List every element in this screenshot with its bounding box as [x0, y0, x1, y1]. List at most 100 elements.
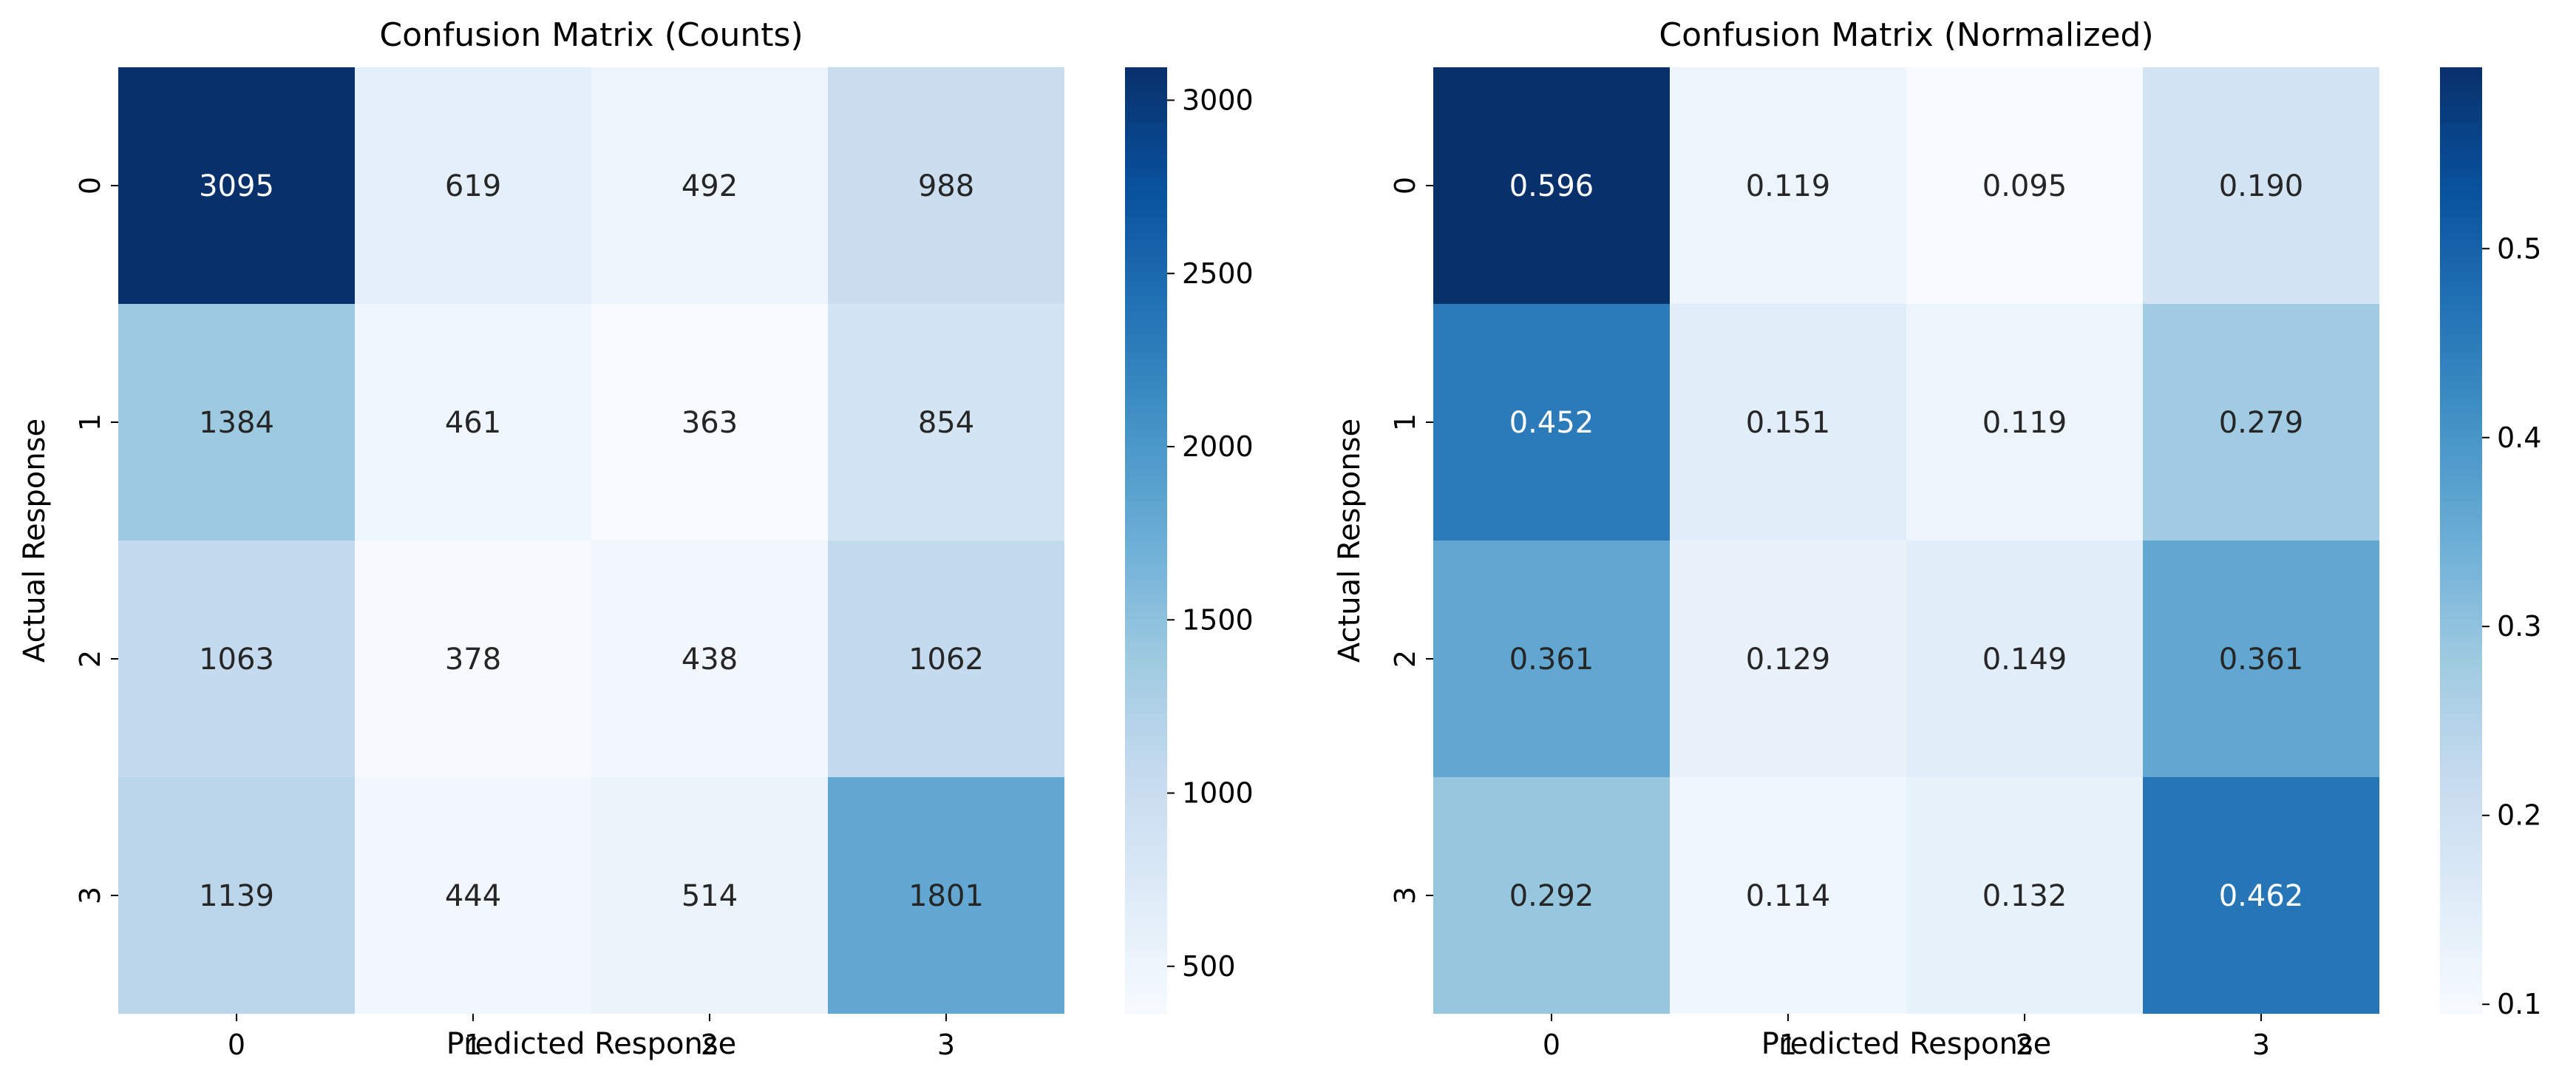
cell-value-label: 0.190 — [2219, 169, 2304, 203]
colorbar-segment — [2440, 816, 2482, 825]
colorbar-segment — [1125, 659, 1167, 668]
colorbar-segment — [2440, 745, 2482, 754]
colorbar-segment — [1125, 485, 1167, 494]
cell-value-label: 1063 — [199, 643, 274, 677]
cell-value-label: 0.596 — [1509, 169, 1594, 203]
colorbar-segment — [1125, 209, 1167, 218]
colorbar-segment — [1125, 288, 1167, 297]
colorbar-segment — [2440, 872, 2482, 881]
colorbar-segment — [1125, 115, 1167, 123]
cell-value-label: 0.151 — [1746, 406, 1831, 440]
colorbar-segment — [1125, 524, 1167, 534]
colorbar-segment — [1125, 690, 1167, 699]
colorbar-segment — [2440, 257, 2482, 265]
colorbar-segment — [1125, 422, 1167, 431]
y-tick-label: 1 — [74, 413, 106, 431]
colorbar-segment — [1125, 588, 1167, 597]
colorbar-segment — [2440, 351, 2482, 360]
counts-x-axis-label: Predicted Response — [446, 1027, 737, 1061]
normalized-heatmap-panel: Confusion Matrix (Normalized) 0.596 0.119 0… — [1333, 16, 2541, 1061]
colorbar-segment — [1125, 130, 1167, 139]
colorbar-segment — [2440, 501, 2482, 510]
colorbar-segment — [2440, 430, 2482, 439]
colorbar-segment — [2440, 130, 2482, 139]
colorbar-segment — [1125, 359, 1167, 368]
colorbar-segment — [2440, 832, 2482, 841]
colorbar-segment — [1125, 737, 1167, 747]
colorbar-segment — [2440, 879, 2482, 889]
colorbar-segment — [2440, 138, 2482, 147]
heatmap-cell — [591, 777, 828, 1014]
colorbar-segment — [1125, 682, 1167, 691]
colorbar-segment — [1125, 872, 1167, 881]
colorbar-segment — [2440, 722, 2482, 731]
colorbar-segment — [2440, 328, 2482, 336]
colorbar-segment — [2440, 106, 2482, 115]
colorbar-segment — [1125, 801, 1167, 810]
cell-value-label: 0.279 — [2219, 406, 2304, 440]
y-tick-label: 0 — [74, 177, 106, 194]
colorbar-segment — [2440, 304, 2482, 313]
colorbar-segment — [2440, 856, 2482, 865]
colorbar-segment — [1125, 722, 1167, 731]
colorbar-tick-label: 0.2 — [2497, 799, 2541, 832]
heatmap-cell — [1906, 304, 2143, 541]
colorbar-segment — [2440, 950, 2482, 960]
heatmap-cell — [828, 777, 1064, 1014]
colorbar-segment — [2440, 240, 2482, 250]
colorbar-segment — [2440, 548, 2482, 558]
colorbar-segment — [2440, 470, 2482, 478]
heatmap-cell — [828, 304, 1064, 541]
colorbar-segment — [2440, 67, 2482, 76]
colorbar-segment — [1125, 745, 1167, 754]
colorbar-segment — [2440, 887, 2482, 896]
normalized-x-axis-label: Predicted Response — [1761, 1027, 2052, 1061]
heatmap-cell — [1433, 777, 1670, 1014]
cell-value-label: 0.462 — [2219, 879, 2304, 913]
colorbar-segment — [1125, 935, 1167, 944]
colorbar-segment — [2440, 651, 2482, 660]
colorbar-segment — [1125, 808, 1167, 818]
cell-value-label: 0.119 — [1982, 406, 2067, 440]
colorbar-segment — [2440, 777, 2482, 786]
colorbar-segment — [2440, 982, 2482, 991]
colorbar-segment — [1125, 895, 1167, 904]
y-tick-label: 3 — [74, 887, 106, 904]
cell-value-label: 0.132 — [1982, 879, 2067, 913]
colorbar-segment — [2440, 169, 2482, 179]
colorbar-segment — [2440, 509, 2482, 518]
colorbar-segment — [1125, 154, 1167, 163]
counts-chart-title: Confusion Matrix (Counts) — [379, 16, 803, 54]
colorbar-segment — [1125, 698, 1167, 707]
colorbar-segment — [1125, 619, 1167, 629]
colorbar-segment — [1125, 272, 1167, 281]
colorbar-segment — [1125, 816, 1167, 825]
colorbar-segment — [1125, 943, 1167, 952]
cell-value-label: 461 — [445, 406, 501, 440]
heatmap-cell — [828, 67, 1064, 304]
colorbar-segment — [2440, 154, 2482, 163]
colorbar-segment — [1125, 982, 1167, 991]
colorbar-segment — [1125, 162, 1167, 171]
heatmap-cell — [1433, 67, 1670, 304]
colorbar-tick-label: 2500 — [1182, 257, 1254, 290]
colorbar-segment — [1125, 509, 1167, 518]
heatmap-cell — [1906, 777, 2143, 1014]
x-tick-label: 0 — [228, 1029, 245, 1061]
cell-value-label: 363 — [682, 406, 738, 440]
cell-value-label: 0.149 — [1982, 643, 2067, 677]
colorbar-segment — [1125, 146, 1167, 155]
colorbar-segment — [1125, 193, 1167, 203]
colorbar-segment — [2440, 682, 2482, 691]
x-tick-label: 3 — [2252, 1029, 2270, 1061]
colorbar-segment — [2440, 201, 2482, 210]
colorbar-tick-label: 0.4 — [2497, 421, 2541, 454]
colorbar-segment — [2440, 98, 2482, 108]
colorbar-segment — [1125, 548, 1167, 558]
x-tick-label: 2 — [701, 1029, 718, 1061]
colorbar-segment — [1125, 603, 1167, 612]
colorbar-segment — [1125, 414, 1167, 423]
colorbar-segment — [2440, 698, 2482, 707]
x-tick-label: 1 — [1779, 1029, 1797, 1061]
